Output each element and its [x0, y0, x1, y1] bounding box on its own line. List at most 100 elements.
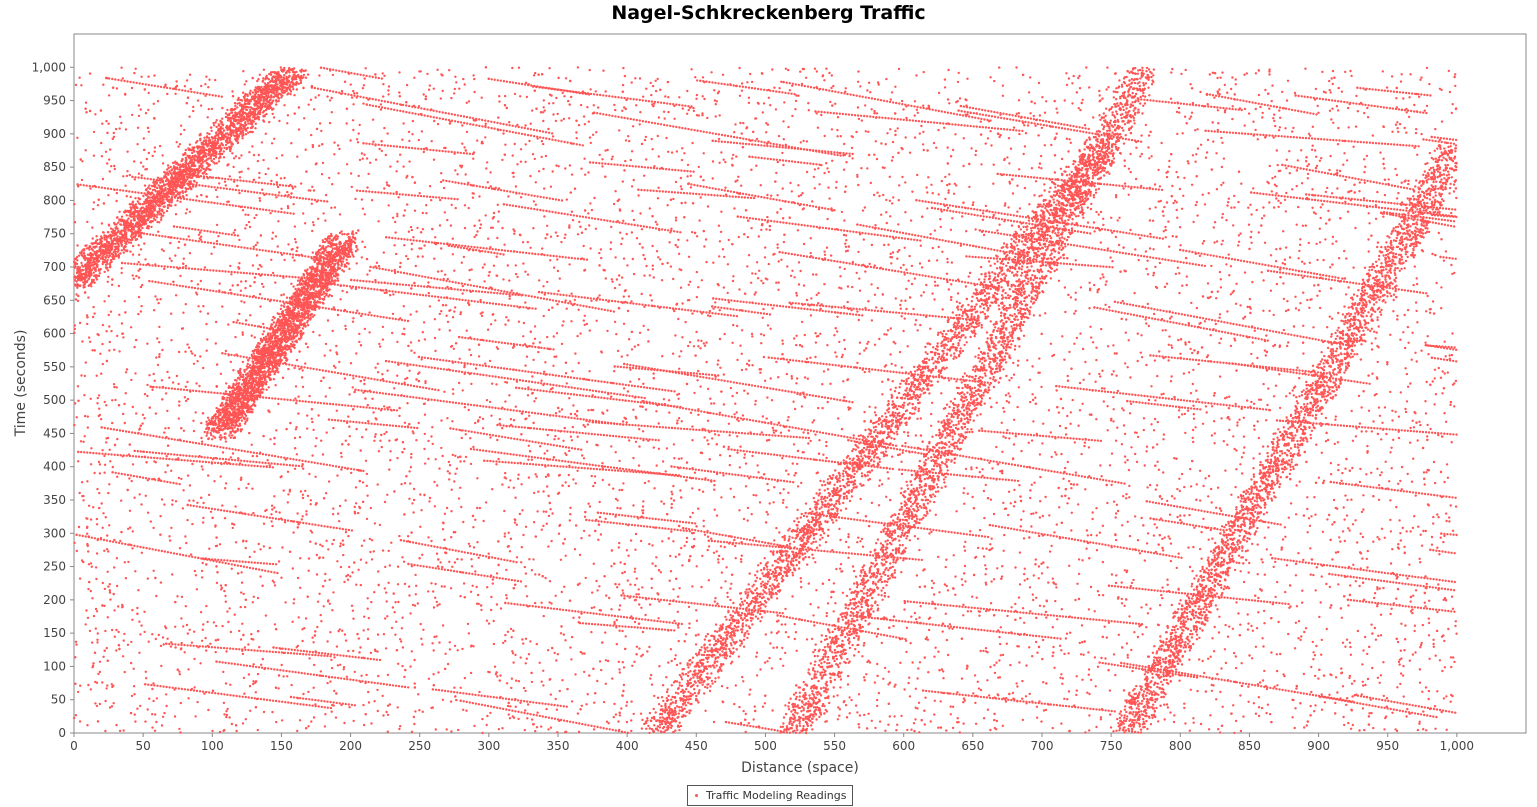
data-point	[1285, 191, 1288, 195]
data-point	[907, 681, 910, 685]
data-point	[226, 200, 229, 203]
data-point	[1351, 439, 1355, 442]
data-point	[120, 121, 123, 125]
data-point	[1234, 78, 1237, 81]
data-point	[1366, 652, 1369, 656]
data-point	[1331, 82, 1335, 86]
data-point	[1302, 558, 1305, 562]
data-point	[291, 187, 295, 190]
data-point	[108, 325, 111, 328]
data-point	[1080, 624, 1084, 627]
data-point	[825, 67, 828, 70]
data-point	[901, 529, 904, 532]
data-point	[186, 397, 190, 401]
data-point	[163, 267, 166, 271]
data-point	[946, 589, 950, 592]
data-point	[1054, 451, 1057, 454]
data-point	[915, 574, 919, 577]
data-point	[1328, 218, 1331, 221]
data-point	[922, 130, 925, 134]
data-point	[1356, 541, 1359, 544]
data-point	[1213, 221, 1217, 224]
data-point	[1316, 294, 1319, 297]
data-point	[920, 294, 923, 297]
data-point	[1262, 513, 1266, 516]
data-point	[674, 219, 678, 222]
data-point	[608, 483, 611, 486]
data-point	[438, 312, 441, 316]
data-point	[1050, 143, 1053, 147]
data-point	[595, 579, 598, 583]
data-point	[1407, 182, 1410, 186]
data-point	[630, 185, 634, 188]
data-point	[1183, 514, 1186, 517]
data-point	[384, 617, 387, 620]
data-point	[629, 583, 632, 586]
data-point	[999, 642, 1002, 646]
data-point	[946, 653, 950, 657]
data-point	[1249, 203, 1252, 206]
data-point	[288, 490, 291, 493]
data-point	[433, 505, 437, 508]
data-point	[1015, 682, 1018, 685]
data-point	[1058, 424, 1062, 428]
data-point	[931, 246, 934, 250]
data-point	[1284, 590, 1287, 594]
data-point	[1222, 588, 1226, 591]
data-point	[91, 641, 94, 644]
data-point	[616, 506, 619, 510]
data-point	[898, 453, 901, 456]
data-point	[1196, 689, 1199, 693]
data-point	[512, 175, 515, 178]
data-point	[722, 474, 725, 477]
data-point	[1308, 134, 1312, 137]
data-point	[536, 510, 539, 513]
data-point	[635, 237, 639, 240]
data-point	[89, 340, 92, 343]
data-point	[336, 474, 339, 477]
data-point	[1310, 298, 1313, 301]
data-point	[473, 77, 476, 81]
data-point	[363, 615, 366, 618]
data-point	[805, 357, 809, 360]
data-point	[448, 648, 452, 651]
data-point	[864, 270, 867, 273]
data-point	[1226, 204, 1229, 207]
data-point	[667, 661, 670, 664]
data-point	[651, 148, 654, 151]
data-point	[1418, 420, 1421, 423]
data-point	[727, 301, 731, 304]
data-point	[1341, 685, 1345, 688]
data-point	[1196, 214, 1199, 217]
data-point	[136, 143, 139, 146]
data-point	[97, 394, 101, 397]
data-point	[370, 539, 374, 542]
data-point	[757, 235, 760, 238]
data-point	[1363, 111, 1366, 115]
data-point	[671, 352, 675, 355]
data-point	[164, 392, 168, 395]
data-point	[1404, 410, 1408, 414]
data-point	[438, 603, 441, 606]
data-point	[1395, 505, 1398, 509]
data-point	[672, 484, 675, 488]
data-point	[427, 457, 430, 460]
data-point	[745, 362, 749, 366]
data-point	[233, 523, 236, 526]
data-point	[1122, 409, 1125, 412]
data-point	[887, 723, 890, 726]
data-point	[1081, 347, 1085, 351]
data-point	[661, 355, 664, 358]
data-point	[739, 121, 742, 125]
data-point	[598, 251, 601, 255]
data-point	[514, 705, 517, 708]
data-point	[232, 157, 236, 160]
data-point	[99, 352, 102, 355]
data-point	[697, 369, 700, 373]
data-point	[1070, 529, 1073, 532]
data-point	[1114, 194, 1118, 197]
data-point	[508, 550, 512, 553]
data-point	[470, 268, 473, 271]
data-point	[200, 235, 203, 238]
data-point	[689, 681, 692, 685]
